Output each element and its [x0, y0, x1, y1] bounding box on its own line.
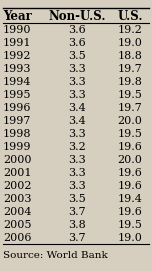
- Text: 3.6: 3.6: [68, 38, 86, 47]
- Text: 19.6: 19.6: [117, 207, 142, 217]
- Text: 2005: 2005: [3, 220, 32, 230]
- Text: 1994: 1994: [3, 77, 32, 86]
- Text: 19.6: 19.6: [117, 142, 142, 151]
- Text: 3.7: 3.7: [68, 207, 86, 217]
- Text: 1992: 1992: [3, 51, 32, 60]
- Text: 1999: 1999: [3, 142, 32, 151]
- Text: 19.6: 19.6: [117, 168, 142, 178]
- Text: 1995: 1995: [3, 90, 32, 99]
- Text: 19.5: 19.5: [117, 129, 142, 138]
- Text: 2001: 2001: [3, 168, 32, 178]
- Text: 19.5: 19.5: [117, 90, 142, 99]
- Text: 3.7: 3.7: [68, 233, 86, 243]
- Text: 1997: 1997: [3, 116, 31, 125]
- Text: 1998: 1998: [3, 129, 32, 138]
- Text: 3.2: 3.2: [68, 142, 86, 151]
- Text: 19.2: 19.2: [117, 25, 142, 34]
- Text: 3.3: 3.3: [68, 168, 86, 178]
- Text: 3.3: 3.3: [68, 129, 86, 138]
- Text: 2002: 2002: [3, 181, 32, 191]
- Text: 3.3: 3.3: [68, 64, 86, 73]
- Text: 1991: 1991: [3, 38, 32, 47]
- Text: 18.8: 18.8: [117, 51, 142, 60]
- Text: 1993: 1993: [3, 64, 32, 73]
- Text: 19.0: 19.0: [117, 38, 142, 47]
- Text: U.S.: U.S.: [117, 10, 143, 23]
- Text: 3.5: 3.5: [68, 194, 86, 204]
- Text: 20.0: 20.0: [117, 116, 142, 125]
- Text: 2000: 2000: [3, 155, 32, 164]
- Text: 19.6: 19.6: [117, 181, 142, 191]
- Text: 1996: 1996: [3, 103, 32, 112]
- Text: 19.5: 19.5: [117, 220, 142, 230]
- Text: 20.0: 20.0: [117, 155, 142, 164]
- Text: 19.4: 19.4: [117, 194, 142, 204]
- Text: 1990: 1990: [3, 25, 32, 34]
- Text: 2006: 2006: [3, 233, 32, 243]
- Text: 3.8: 3.8: [68, 220, 86, 230]
- Text: 3.3: 3.3: [68, 181, 86, 191]
- Text: 19.7: 19.7: [118, 103, 142, 112]
- Text: 2004: 2004: [3, 207, 32, 217]
- Text: 19.0: 19.0: [117, 233, 142, 243]
- Text: Source: World Bank: Source: World Bank: [3, 251, 108, 260]
- Text: 19.8: 19.8: [117, 77, 142, 86]
- Text: Non-U.S.: Non-U.S.: [48, 10, 105, 23]
- Text: 19.7: 19.7: [118, 64, 142, 73]
- Text: 3.3: 3.3: [68, 155, 86, 164]
- Text: 3.4: 3.4: [68, 103, 86, 112]
- Text: 3.6: 3.6: [68, 25, 86, 34]
- Text: 3.5: 3.5: [68, 51, 86, 60]
- Text: Year: Year: [3, 10, 32, 23]
- Text: 3.3: 3.3: [68, 90, 86, 99]
- Text: 3.3: 3.3: [68, 77, 86, 86]
- Text: 3.4: 3.4: [68, 116, 86, 125]
- Text: 2003: 2003: [3, 194, 32, 204]
